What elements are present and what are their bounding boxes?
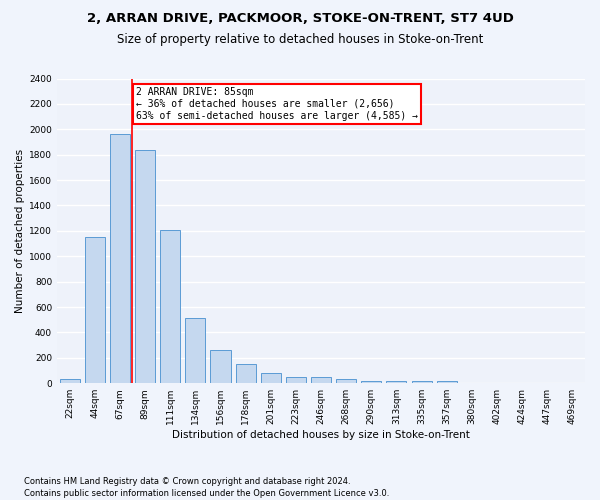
Text: Contains HM Land Registry data © Crown copyright and database right 2024.: Contains HM Land Registry data © Crown c… — [24, 478, 350, 486]
Bar — [487, 382, 507, 383]
Text: 2 ARRAN DRIVE: 85sqm
← 36% of detached houses are smaller (2,656)
63% of semi-de: 2 ARRAN DRIVE: 85sqm ← 36% of detached h… — [136, 88, 418, 120]
Bar — [512, 382, 532, 383]
Bar — [135, 150, 155, 383]
Bar — [336, 379, 356, 383]
X-axis label: Distribution of detached houses by size in Stoke-on-Trent: Distribution of detached houses by size … — [172, 430, 470, 440]
Bar — [59, 380, 80, 383]
Bar — [462, 382, 482, 383]
Text: Size of property relative to detached houses in Stoke-on-Trent: Size of property relative to detached ho… — [117, 32, 483, 46]
Bar — [85, 237, 105, 383]
Bar — [537, 382, 557, 383]
Bar — [286, 377, 306, 383]
Bar — [110, 134, 130, 383]
Bar — [437, 380, 457, 383]
Bar — [185, 318, 205, 383]
Bar — [412, 382, 431, 383]
Y-axis label: Number of detached properties: Number of detached properties — [15, 149, 25, 313]
Bar — [260, 373, 281, 383]
Bar — [311, 378, 331, 383]
Bar — [236, 364, 256, 383]
Bar — [562, 382, 583, 383]
Bar — [160, 230, 180, 383]
Bar — [361, 380, 382, 383]
Bar — [211, 350, 230, 383]
Text: 2, ARRAN DRIVE, PACKMOOR, STOKE-ON-TRENT, ST7 4UD: 2, ARRAN DRIVE, PACKMOOR, STOKE-ON-TRENT… — [86, 12, 514, 26]
Bar — [386, 380, 406, 383]
Text: Contains public sector information licensed under the Open Government Licence v3: Contains public sector information licen… — [24, 489, 389, 498]
